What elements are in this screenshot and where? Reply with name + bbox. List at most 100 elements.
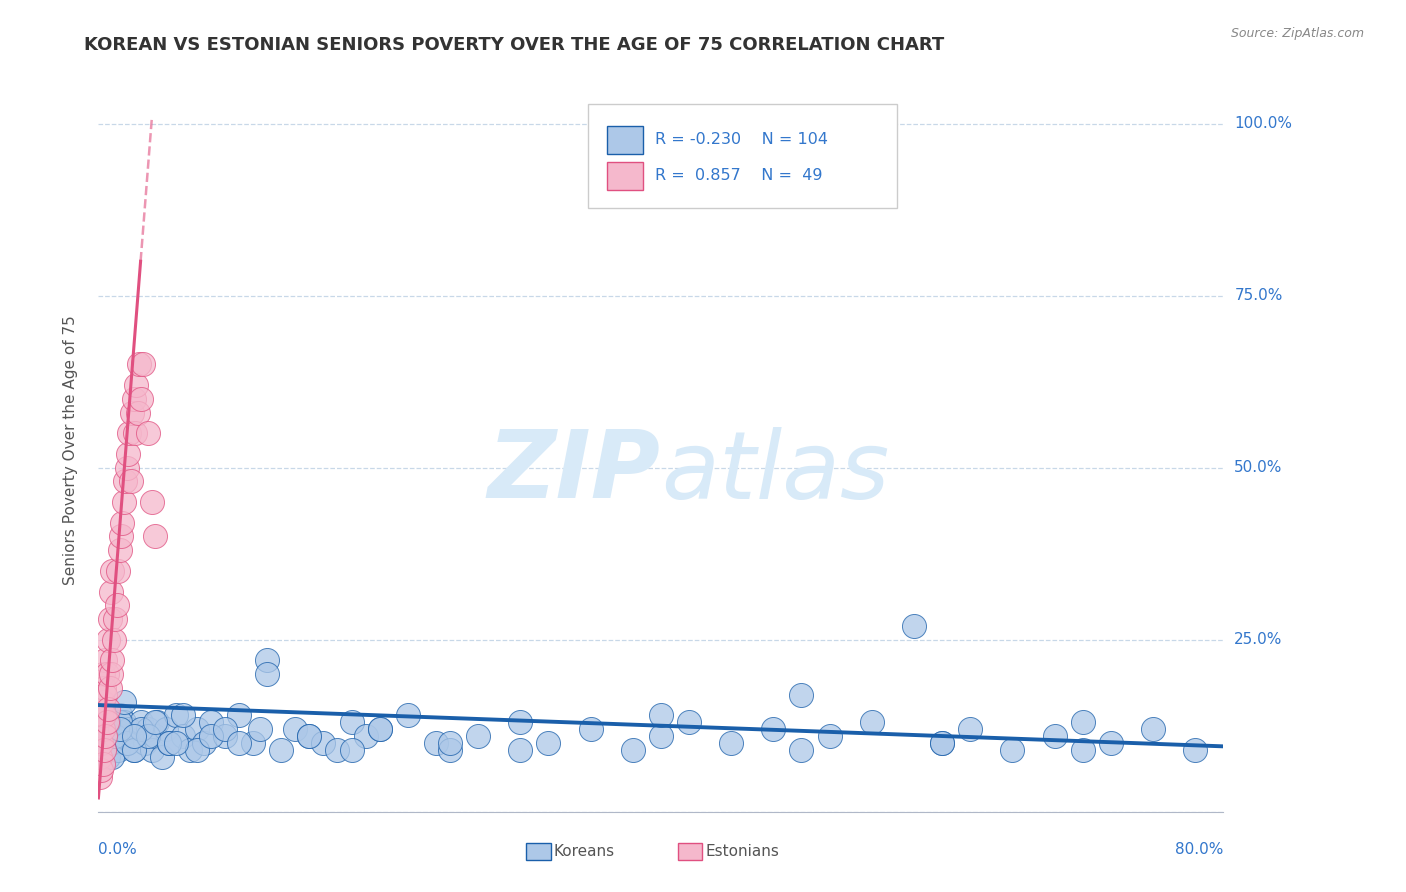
Point (89, 749, 111, 764)
Point (90, 708, 112, 723)
Point (396, 708, 419, 723)
Point (931, 736, 953, 750)
Point (132, 358, 155, 372)
Point (678, 715, 700, 730)
Point (100, 729, 122, 743)
Point (186, 722, 208, 736)
Point (157, 736, 180, 750)
Point (256, 653, 278, 667)
FancyBboxPatch shape (678, 843, 703, 860)
Point (104, 729, 127, 743)
Text: Source: ZipAtlas.com: Source: ZipAtlas.com (1230, 27, 1364, 40)
Point (108, 715, 131, 730)
Point (425, 736, 447, 750)
Point (242, 736, 264, 750)
Point (256, 667, 278, 681)
Point (125, 729, 148, 743)
Point (650, 729, 672, 743)
Point (354, 729, 377, 743)
Point (340, 715, 363, 730)
Point (193, 736, 215, 750)
Point (214, 729, 236, 743)
Point (136, 426, 159, 441)
Point (129, 722, 152, 736)
Point (96, 667, 118, 681)
Point (122, 392, 145, 406)
Point (111, 516, 134, 530)
Point (98, 715, 121, 730)
Point (104, 722, 127, 736)
Text: KOREAN VS ESTONIAN SENIORS POVERTY OVER THE AGE OF 75 CORRELATION CHART: KOREAN VS ESTONIAN SENIORS POVERTY OVER … (84, 36, 945, 54)
Text: 0.0%: 0.0% (98, 842, 138, 857)
Point (155, 722, 177, 736)
Text: 75.0%: 75.0% (1234, 288, 1282, 303)
Point (98, 612, 121, 626)
Point (98, 681, 121, 695)
Point (129, 715, 152, 730)
Point (1184, 743, 1206, 757)
Point (100, 584, 122, 599)
Point (93, 708, 115, 723)
Point (100, 667, 122, 681)
Point (91, 722, 114, 736)
Point (96, 722, 118, 736)
Point (368, 722, 391, 736)
Point (326, 743, 349, 757)
Point (298, 729, 321, 743)
Point (120, 475, 142, 489)
Point (110, 529, 132, 543)
Point (110, 729, 132, 743)
Point (127, 406, 149, 420)
Point (284, 722, 307, 736)
Point (270, 743, 292, 757)
Point (104, 612, 127, 626)
Text: ZIP: ZIP (488, 426, 661, 518)
Point (172, 729, 194, 743)
Point (439, 736, 461, 750)
Point (121, 406, 143, 420)
Point (108, 708, 131, 723)
Point (141, 495, 163, 509)
Point (128, 358, 150, 372)
Point (97, 701, 120, 715)
Text: Estonians: Estonians (706, 844, 780, 859)
Point (720, 736, 742, 750)
Point (650, 708, 672, 723)
Point (134, 736, 156, 750)
Point (90, 715, 112, 730)
Point (91, 756, 114, 771)
Point (509, 743, 531, 757)
Point (1099, 736, 1122, 750)
Text: R =  0.857    N =  49: R = 0.857 N = 49 (655, 169, 823, 184)
Point (143, 715, 166, 730)
Point (112, 495, 135, 509)
Point (122, 729, 145, 743)
Point (1071, 715, 1094, 730)
Point (249, 722, 271, 736)
Point (959, 722, 981, 736)
Point (141, 743, 163, 757)
Point (143, 529, 166, 543)
Point (97, 749, 120, 764)
Point (105, 599, 128, 613)
Point (107, 564, 129, 578)
Point (200, 729, 222, 743)
Point (340, 743, 363, 757)
Point (903, 619, 925, 633)
Text: atlas: atlas (661, 426, 889, 517)
Point (157, 736, 180, 750)
Point (118, 426, 141, 441)
Point (96, 708, 118, 723)
Point (97, 632, 120, 647)
Point (91, 743, 114, 757)
Point (621, 743, 644, 757)
Text: 80.0%: 80.0% (1175, 842, 1223, 857)
Point (146, 715, 169, 730)
FancyBboxPatch shape (607, 162, 643, 190)
Point (93, 722, 115, 736)
Point (818, 729, 841, 743)
Point (228, 736, 250, 750)
Point (91, 695, 114, 709)
Point (101, 564, 124, 578)
Text: 100.0%: 100.0% (1234, 116, 1292, 131)
